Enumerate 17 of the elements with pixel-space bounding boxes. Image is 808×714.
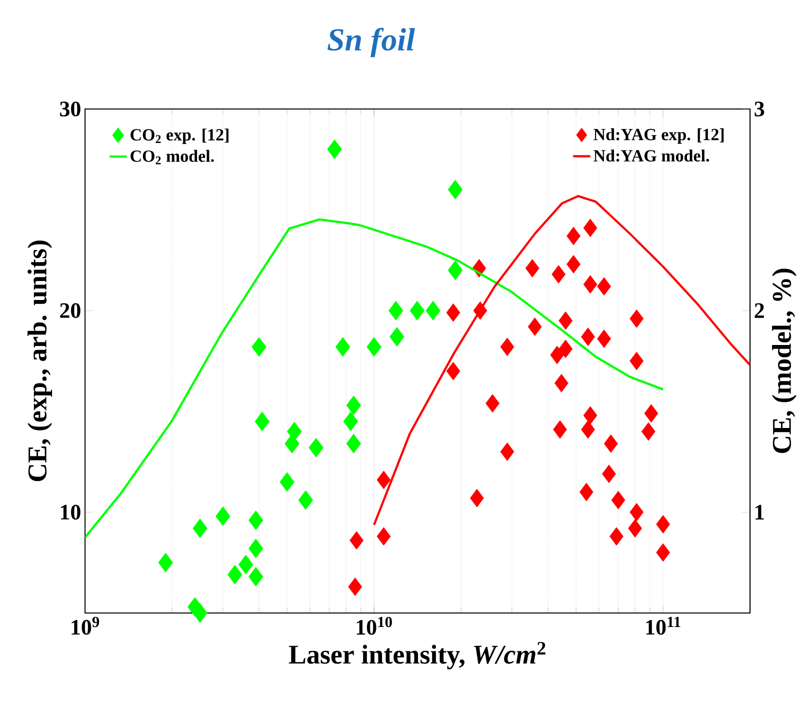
y-axis-title: CE, (exp., arb. units) <box>28 240 52 482</box>
legend-label: Nd:YAG exp. [12] <box>594 128 724 144</box>
y2-tick-label: 1 <box>756 504 764 520</box>
y-tick-label: 10 <box>60 504 80 520</box>
x-tick-label: 10$^{10}$ <box>356 616 392 635</box>
y-tick-label: 20 <box>60 303 80 318</box>
x-tick-label: 10$^{9}$ <box>72 616 100 635</box>
x-axis-title: Laser intensity, W/cm$^{2}$ <box>288 642 546 670</box>
legend-label: Nd:YAG model. <box>594 150 710 162</box>
x-tick-label: 10$^{11}$ <box>646 616 680 635</box>
y2-tick-label: 2 <box>754 303 764 318</box>
legend-label: CO$_{2}$ model. <box>130 150 214 164</box>
y-tick-label: 30 <box>60 102 80 116</box>
legend-label: CO$_{2}$ exp. [12] <box>130 128 228 144</box>
chart-title: Sn foil <box>328 28 415 58</box>
y2-tick-label: 3 <box>754 102 764 116</box>
y2-axis-title: CE, (model., %) <box>772 268 797 454</box>
